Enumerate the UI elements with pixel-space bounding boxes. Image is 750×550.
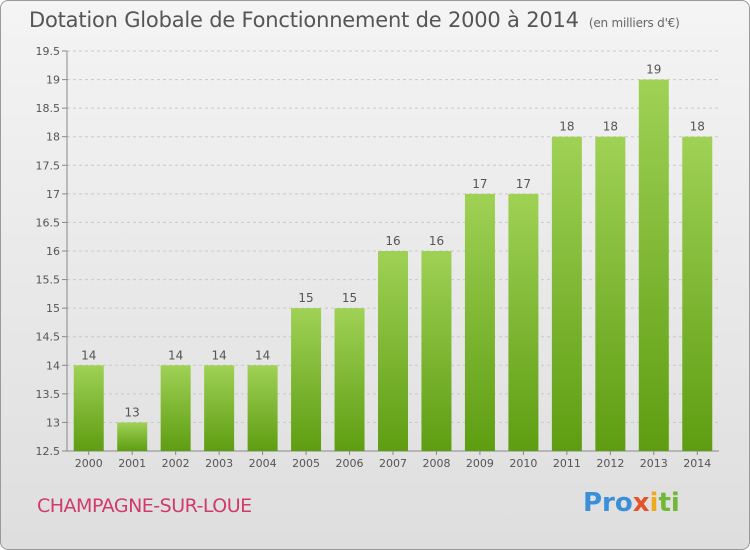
x-tick-label: 2010 — [509, 457, 537, 470]
bar-2010 — [508, 193, 539, 451]
bar-2013 — [638, 79, 669, 452]
x-tick-label: 2002 — [162, 457, 190, 470]
chart-title: Dotation Globale de Fonctionnement de 20… — [29, 8, 680, 32]
y-tick-label: 15 — [46, 302, 60, 315]
x-tick-label: 2007 — [379, 457, 407, 470]
y-tick-label: 18.5 — [36, 102, 61, 115]
bar-2011 — [551, 136, 582, 451]
data-label: 13 — [125, 405, 140, 419]
data-label: 15 — [298, 291, 313, 305]
x-tick-label: 2003 — [205, 457, 233, 470]
data-label: 14 — [255, 348, 270, 362]
data-label: 18 — [559, 120, 574, 134]
data-label: 17 — [516, 177, 531, 191]
x-tick-label: 2009 — [466, 457, 494, 470]
bar-2003 — [204, 365, 235, 451]
chart-subtitle: (en milliers d'€) — [588, 16, 680, 30]
y-tick-label: 18 — [46, 131, 60, 144]
bar-2005 — [291, 308, 322, 451]
bar-2002 — [160, 365, 191, 451]
x-tick-label: 2012 — [596, 457, 624, 470]
y-tick-label: 14 — [46, 359, 60, 372]
chart-title-text: Dotation Globale de Fonctionnement de 20… — [29, 8, 579, 32]
bar-2008 — [421, 251, 452, 451]
bar-2014 — [682, 136, 713, 451]
bar-2006 — [334, 308, 365, 451]
data-label: 14 — [168, 348, 183, 362]
x-tick-label: 2014 — [683, 457, 711, 470]
x-tick-label: 2013 — [640, 457, 668, 470]
data-label: 18 — [690, 120, 705, 134]
logo-part-4: ti — [658, 488, 680, 518]
bar-2012 — [595, 136, 626, 451]
bar-2004 — [247, 365, 278, 451]
y-tick-label: 13 — [46, 416, 60, 429]
data-label: 14 — [81, 348, 96, 362]
commune-name: CHAMPAGNE-SUR-LOUE — [37, 495, 252, 517]
data-label: 16 — [429, 234, 444, 248]
x-tick-label: 2006 — [336, 457, 364, 470]
y-tick-label: 17 — [46, 188, 60, 201]
proxiti-logo[interactable]: Proxiti — [583, 488, 680, 518]
y-tick-label: 19 — [46, 74, 60, 87]
y-tick-label: 14.5 — [36, 331, 61, 344]
logo-part-3: i — [649, 488, 659, 518]
bar-2001 — [117, 422, 148, 451]
x-tick-label: 2011 — [553, 457, 581, 470]
x-tick-label: 2001 — [118, 457, 146, 470]
x-tick-label: 2005 — [292, 457, 320, 470]
y-tick-label: 19.5 — [36, 45, 61, 58]
x-tick-label: 2000 — [75, 457, 103, 470]
y-tick-label: 16 — [46, 245, 60, 258]
data-label: 17 — [472, 177, 487, 191]
y-tick-label: 13.5 — [36, 388, 61, 401]
bar-2009 — [464, 193, 495, 451]
bar-2000 — [73, 365, 104, 451]
data-label: 18 — [603, 120, 618, 134]
bar-2007 — [378, 251, 408, 451]
bars — [73, 79, 713, 452]
data-label: 16 — [385, 234, 400, 248]
y-tick-label: 15.5 — [36, 274, 61, 287]
data-label: 14 — [211, 348, 226, 362]
labels: 12.5 13 13.5 14 14.5 15 15.5 16 16.5 17 17.5 18 18.5… — [36, 45, 712, 470]
logo-part-1: Pro — [583, 488, 633, 518]
y-tick-label: 16.5 — [36, 216, 61, 229]
y-tick-label: 17.5 — [36, 159, 61, 172]
x-tick-label: 2004 — [249, 457, 277, 470]
x-tick-label: 2008 — [422, 457, 450, 470]
data-label: 15 — [342, 291, 357, 305]
data-label: 19 — [646, 63, 661, 77]
y-tick-label: 12.5 — [36, 445, 61, 458]
logo-part-2: x — [632, 488, 650, 518]
